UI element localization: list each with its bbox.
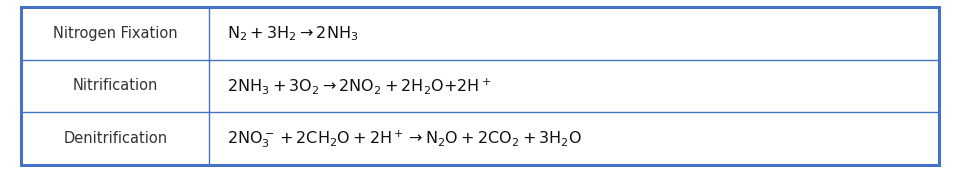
Text: $\mathrm{N_2 + 3H_2 \rightarrow 2NH_3}$: $\mathrm{N_2 + 3H_2 \rightarrow 2NH_3}$ <box>227 24 358 43</box>
Text: Denitrification: Denitrification <box>63 131 167 146</box>
Text: $\mathrm{2NO_3^- + 2CH_2O + 2H^+ \rightarrow N_2O + 2CO_2 + 3H_2O}$: $\mathrm{2NO_3^- + 2CH_2O + 2H^+ \righta… <box>227 128 582 150</box>
Text: Nitrification: Nitrification <box>73 78 157 94</box>
Text: Nitrogen Fixation: Nitrogen Fixation <box>53 26 178 41</box>
Text: $\mathrm{2NH_3 + 3O_2 \rightarrow 2NO_2 + 2H_2O{+}2H^+}$: $\mathrm{2NH_3 + 3O_2 \rightarrow 2NO_2 … <box>227 76 491 96</box>
